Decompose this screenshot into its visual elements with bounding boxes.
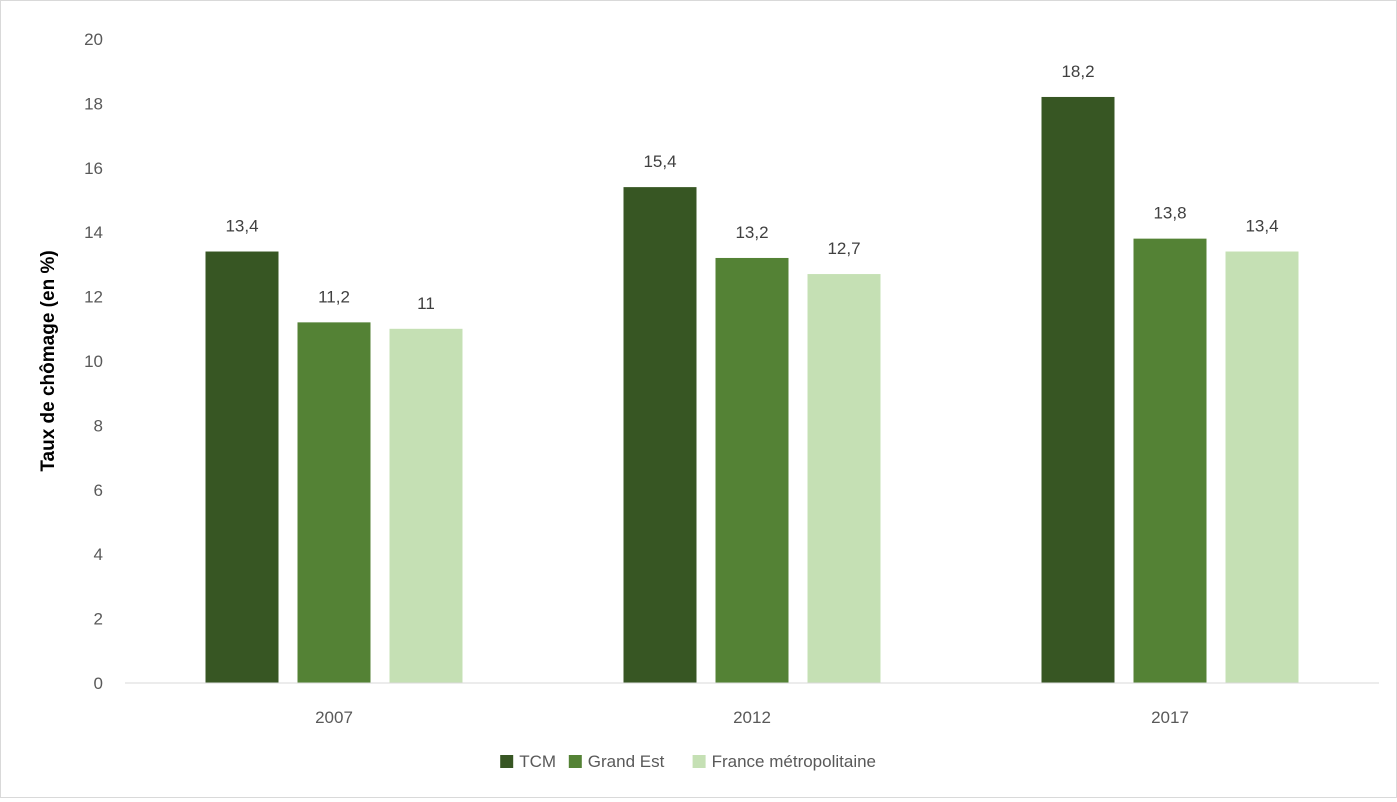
bar-tcm-2017 [1041, 96, 1115, 683]
data-label: 18,2 [1061, 62, 1094, 81]
x-tick-label: 2007 [315, 708, 353, 727]
bar-tcm-2007 [205, 251, 279, 683]
y-tick-label: 4 [94, 545, 103, 564]
y-tick-label: 10 [84, 352, 103, 371]
y-tick-label: 2 [94, 610, 103, 629]
bar-grand-est-2012 [715, 257, 789, 683]
y-tick-label: 8 [94, 416, 103, 435]
data-label: 13,8 [1153, 204, 1186, 223]
y-axis-title: Taux de chômage (en %) [38, 250, 59, 471]
bar-grand-est-2017 [1133, 238, 1207, 683]
y-tick-label: 0 [94, 674, 103, 693]
legend-label: Grand Est [588, 752, 665, 771]
legend-swatch [692, 755, 706, 768]
data-labels: 13,4 11,2 11 15,4 13,2 12,7 18,2 13,8 13,4 [225, 62, 1278, 313]
x-axis-ticks: 2007 2012 2017 [315, 708, 1189, 727]
x-tick-label: 2012 [733, 708, 771, 727]
bar-grand-est-2007 [297, 322, 371, 683]
y-tick-label: 6 [94, 481, 103, 500]
bars [205, 96, 1299, 683]
y-tick-label: 20 [84, 30, 103, 49]
bar-france-m-tropolitaine-2017 [1225, 251, 1299, 683]
bar-france-m-tropolitaine-2012 [807, 274, 881, 683]
y-tick-label: 16 [84, 159, 103, 178]
y-tick-label: 12 [84, 288, 103, 307]
legend-label: France métropolitaine [712, 752, 876, 771]
data-label: 13,4 [225, 217, 258, 236]
legend-swatch [568, 755, 582, 768]
legend-label: TCM [519, 752, 556, 771]
data-label: 15,4 [643, 152, 676, 171]
legend-swatch [500, 755, 514, 768]
y-axis-ticks: 0 2 4 6 8 10 12 14 16 18 20 [84, 30, 103, 693]
bar-tcm-2012 [623, 187, 697, 683]
y-tick-label: 18 [84, 94, 103, 113]
y-tick-label: 14 [84, 223, 103, 242]
data-label: 13,4 [1245, 217, 1278, 236]
bar-france-m-tropolitaine-2007 [389, 328, 463, 683]
data-label: 11,2 [318, 287, 350, 306]
y-axis-title-group: Taux de chômage (en %) [38, 250, 59, 471]
data-label: 13,2 [735, 223, 768, 242]
data-label: 11 [417, 294, 435, 313]
x-tick-label: 2017 [1151, 708, 1189, 727]
data-label: 12,7 [827, 239, 860, 258]
legend: TCM Grand Est France métropolitaine [500, 752, 876, 771]
